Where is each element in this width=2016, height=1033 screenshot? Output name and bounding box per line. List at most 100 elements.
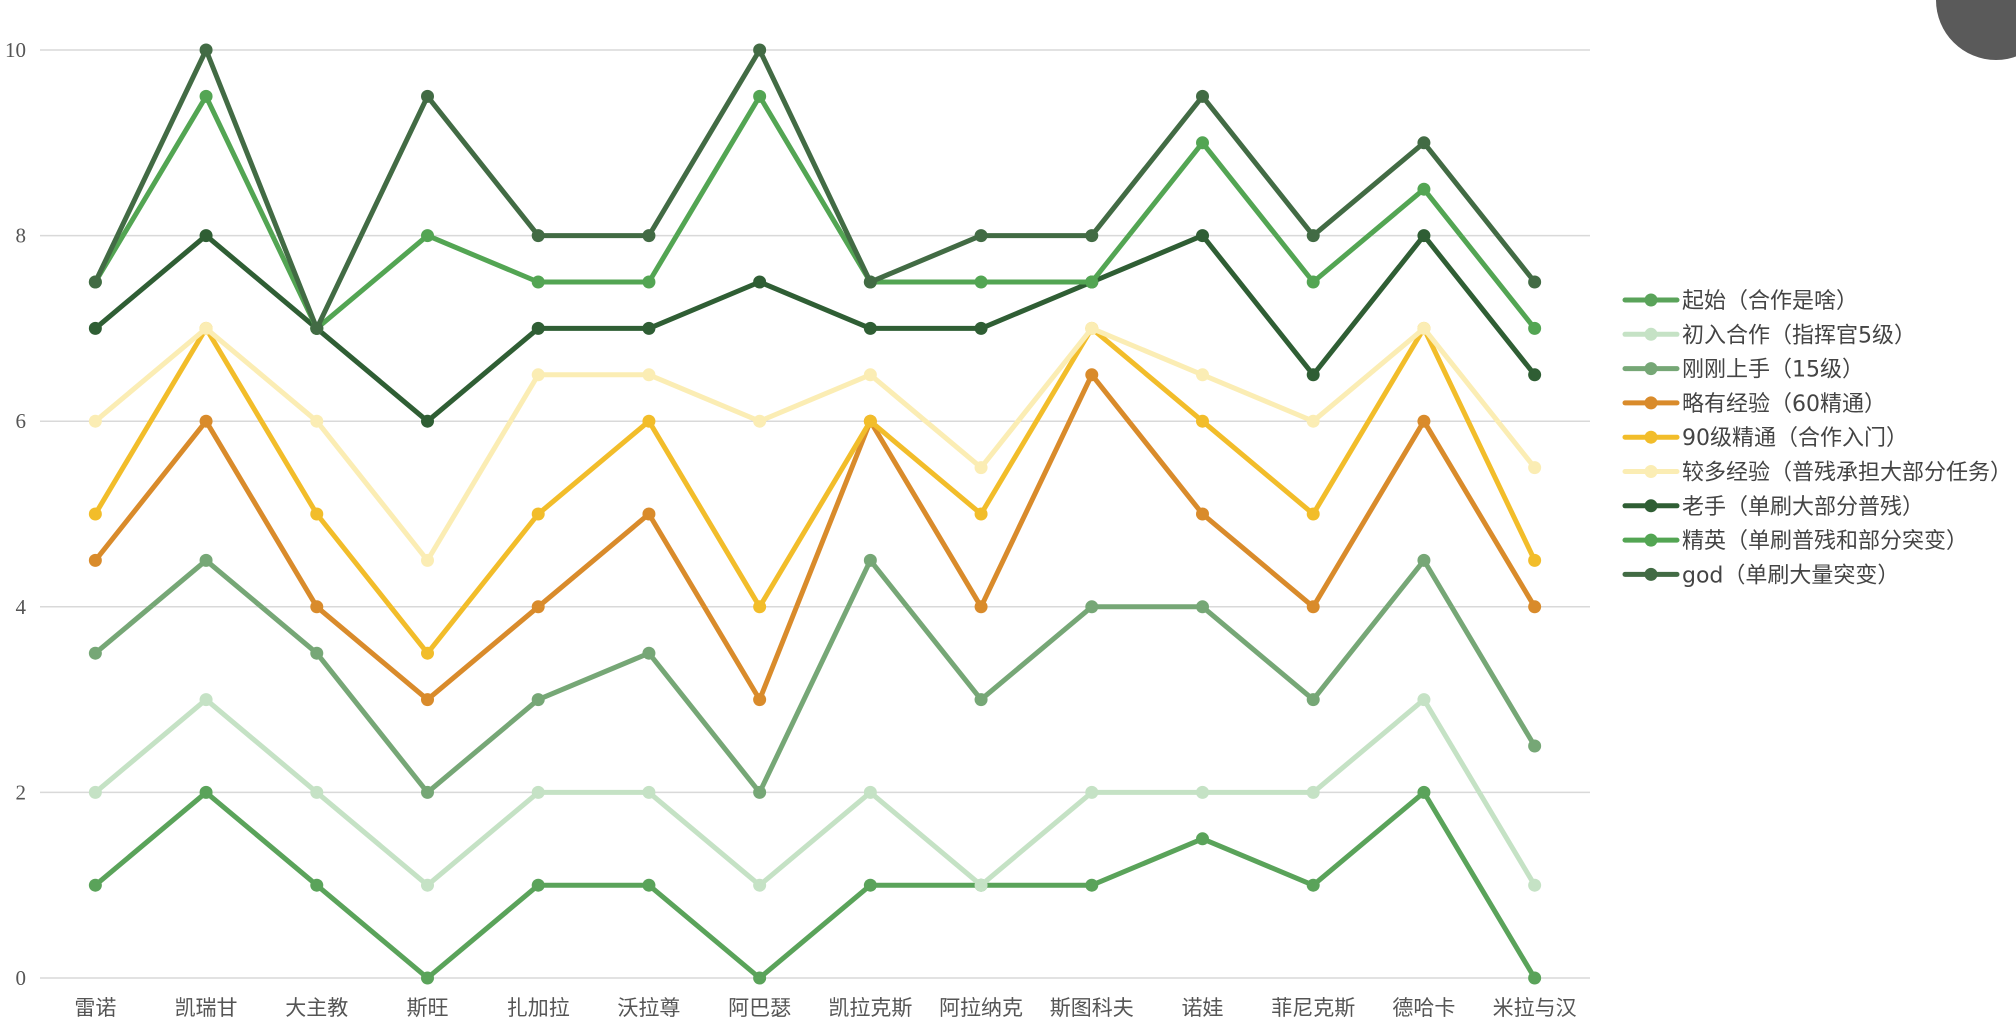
data-point bbox=[421, 229, 434, 243]
series-3 bbox=[88, 368, 1542, 707]
data-point bbox=[531, 785, 545, 799]
series-line bbox=[92, 47, 1538, 331]
x-tick-label: 斯图科夫 bbox=[1050, 996, 1134, 1020]
series-line bbox=[92, 372, 1538, 703]
legend-swatch-marker bbox=[1644, 362, 1658, 376]
data-point bbox=[642, 507, 656, 521]
data-point bbox=[199, 43, 213, 57]
data-point bbox=[974, 461, 988, 475]
data-point bbox=[753, 414, 767, 428]
data-point bbox=[642, 646, 656, 660]
data-point bbox=[1196, 229, 1209, 243]
legend-label: god（单刷大量突变） bbox=[1682, 563, 1899, 588]
data-point bbox=[753, 275, 767, 289]
data-point bbox=[310, 414, 324, 428]
data-point bbox=[1196, 832, 1209, 846]
data-point bbox=[199, 321, 213, 335]
data-point bbox=[1196, 600, 1209, 614]
x-tick-label: 大主教 bbox=[285, 996, 348, 1020]
legend-item: god（单刷大量突变） bbox=[1622, 563, 1899, 588]
y-tick-label: 8 bbox=[16, 224, 27, 248]
data-point bbox=[88, 785, 102, 799]
data-point bbox=[863, 785, 877, 799]
data-point bbox=[531, 507, 545, 521]
data-point bbox=[1417, 785, 1431, 799]
legend-label: 起始（合作是啥） bbox=[1682, 289, 1858, 314]
legend-swatch-marker bbox=[1644, 533, 1658, 547]
legend-label: 90级精通（合作入门） bbox=[1682, 426, 1908, 451]
x-tick-label: 凯瑞甘 bbox=[175, 996, 238, 1020]
data-point bbox=[1085, 275, 1099, 289]
x-tick-label: 凯拉克斯 bbox=[828, 996, 912, 1020]
data-point bbox=[1528, 275, 1542, 289]
data-point bbox=[88, 275, 102, 289]
legend-label: 初入合作（指挥官5级） bbox=[1682, 323, 1916, 348]
legend-item: 起始（合作是啥） bbox=[1622, 289, 1858, 314]
data-point bbox=[1306, 693, 1320, 707]
data-point bbox=[88, 646, 102, 660]
data-point bbox=[1085, 321, 1099, 335]
series-line bbox=[92, 557, 1538, 795]
data-point bbox=[863, 878, 877, 892]
data-point bbox=[1417, 321, 1431, 335]
data-point bbox=[310, 646, 324, 660]
y-tick-label: 0 bbox=[16, 966, 27, 990]
data-point bbox=[974, 507, 988, 521]
y-tick-label: 6 bbox=[16, 409, 27, 433]
data-point bbox=[310, 878, 324, 892]
legend-item: 较多经验（普残承担大部分任务） bbox=[1622, 461, 2012, 486]
data-point bbox=[421, 89, 434, 103]
data-point bbox=[753, 971, 767, 985]
data-point bbox=[199, 693, 213, 707]
data-point bbox=[642, 785, 656, 799]
series-group bbox=[88, 43, 1542, 985]
data-point bbox=[863, 414, 877, 428]
data-point bbox=[531, 275, 545, 289]
data-point bbox=[974, 878, 988, 892]
data-point bbox=[199, 229, 213, 243]
data-point bbox=[974, 275, 988, 289]
legend-label: 精英（单刷普残和部分突变） bbox=[1682, 529, 1968, 554]
data-point bbox=[310, 507, 324, 521]
series-line bbox=[92, 697, 1538, 888]
data-point bbox=[421, 971, 434, 985]
legend-swatch-marker bbox=[1644, 499, 1658, 513]
data-point bbox=[531, 321, 545, 335]
data-point bbox=[1417, 182, 1431, 196]
x-axis: 雷诺 凯瑞甘 大主教 斯旺 扎加拉 沃拉尊 阿巴瑟 凯拉克斯 阿拉纳克 斯图科夫 诺娃 菲尼克斯 德哈卡… bbox=[74, 996, 1576, 1020]
data-point bbox=[1306, 878, 1320, 892]
data-point bbox=[531, 693, 545, 707]
data-point bbox=[1196, 89, 1209, 103]
data-point bbox=[753, 600, 767, 614]
data-point bbox=[1196, 507, 1209, 521]
x-tick-label: 阿拉纳克 bbox=[939, 996, 1023, 1020]
data-point bbox=[421, 414, 434, 428]
data-point bbox=[642, 321, 656, 335]
data-point bbox=[863, 553, 877, 567]
legend-item: 老手（单刷大部分普残） bbox=[1622, 495, 1924, 520]
data-point bbox=[642, 878, 656, 892]
data-point bbox=[863, 275, 877, 289]
data-point bbox=[974, 693, 988, 707]
x-tick-label: 斯旺 bbox=[407, 996, 449, 1020]
data-point bbox=[1306, 414, 1320, 428]
data-point bbox=[310, 321, 324, 335]
data-point bbox=[88, 553, 102, 567]
series-line bbox=[92, 789, 1538, 981]
data-point bbox=[1196, 368, 1209, 382]
data-point bbox=[1196, 414, 1209, 428]
data-point bbox=[1196, 785, 1209, 799]
data-point bbox=[310, 785, 324, 799]
series-line bbox=[92, 325, 1538, 563]
data-point bbox=[1306, 785, 1320, 799]
y-tick-label: 4 bbox=[16, 595, 27, 619]
data-point bbox=[642, 275, 656, 289]
x-tick-label: 诺娃 bbox=[1182, 996, 1224, 1020]
data-point bbox=[1528, 368, 1542, 382]
legend-label: 较多经验（普残承担大部分任务） bbox=[1682, 461, 2012, 486]
x-tick-label: 阿巴瑟 bbox=[728, 996, 791, 1020]
data-point bbox=[1306, 368, 1320, 382]
series-8 bbox=[88, 43, 1542, 335]
data-point bbox=[1528, 739, 1542, 753]
series-4 bbox=[88, 321, 1542, 660]
